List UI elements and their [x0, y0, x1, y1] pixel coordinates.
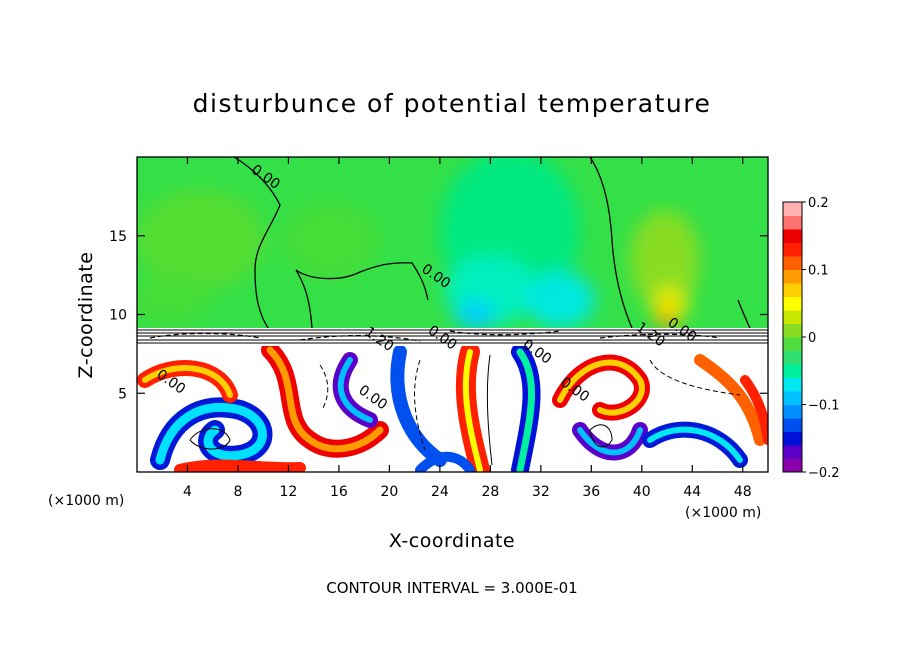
colorbar-tick-label: 0.1 [808, 264, 829, 279]
colorbar-swatch [783, 431, 802, 446]
colorbar-swatch [783, 350, 802, 365]
lower-field [137, 346, 768, 472]
x-axis-label: X-coordinate [389, 530, 515, 552]
colorbar-swatch [783, 202, 802, 216]
chart-title: disturbunce of potential temperature [193, 89, 712, 118]
x-tick-label: 20 [380, 484, 398, 500]
x-tick-label: 24 [431, 484, 449, 500]
colorbar-tick-label: 0.2 [808, 196, 829, 211]
colorbar-swatch [783, 269, 802, 284]
colorbar-tick-label: 0 [808, 331, 816, 346]
x-unit-right: (×1000 m) [685, 505, 761, 521]
interface-band [137, 328, 768, 346]
colorbar-swatch [783, 458, 802, 473]
colorbar-swatch [783, 337, 802, 351]
colorbar-swatch [783, 256, 802, 270]
x-tick-label: 8 [233, 484, 242, 500]
upper-field [137, 157, 751, 328]
y-tick-label: 10 [109, 308, 127, 324]
x-tick-label: 48 [734, 484, 752, 500]
colorbar-swatch [783, 310, 802, 324]
y-axis-label: Z-coordinate [75, 252, 97, 379]
x-unit-left: (×1000 m) [48, 493, 124, 509]
x-tick-label: 28 [481, 484, 499, 500]
colorbar-swatch [783, 391, 802, 405]
colorbar-swatch [783, 283, 802, 297]
colorbar-tick-label: −0.2 [808, 466, 840, 481]
colorbar-tick-label: −0.1 [808, 399, 840, 414]
x-axis: 4 8 12 16 20 24 28 32 36 40 44 48 [183, 157, 752, 500]
y-tick-label: 5 [118, 386, 127, 402]
y-axis: 5 10 15 [109, 229, 768, 402]
colorbar-swatch [783, 242, 802, 257]
x-tick-label: 16 [330, 484, 348, 500]
plot-area: 0.000.001.20 0.00 0.000.00 0.001.200.000.00 [136, 156, 769, 473]
colorbar-swatch [783, 229, 802, 243]
x-tick-label: 4 [183, 484, 192, 500]
x-tick-label: 36 [582, 484, 600, 500]
colorbar-swatch [783, 296, 802, 311]
colorbar-swatch [783, 404, 802, 419]
contour-interval-note: CONTOUR INTERVAL = 3.000E-01 [326, 579, 577, 597]
y-tick-label: 15 [109, 229, 127, 245]
x-tick-label: 12 [280, 484, 298, 500]
colorbar-swatch [783, 323, 802, 338]
colorbar-swatch [783, 445, 802, 459]
colorbar-swatch [783, 364, 802, 378]
x-tick-label: 40 [633, 484, 651, 500]
colorbar: 0.2 0.1 0 −0.1 −0.2 [782, 196, 840, 481]
colorbar-swatch [783, 215, 802, 230]
colorbar-swatch [783, 377, 802, 392]
x-tick-label: 44 [683, 484, 701, 500]
colorbar-swatch [783, 418, 802, 432]
x-tick-label: 32 [532, 484, 550, 500]
